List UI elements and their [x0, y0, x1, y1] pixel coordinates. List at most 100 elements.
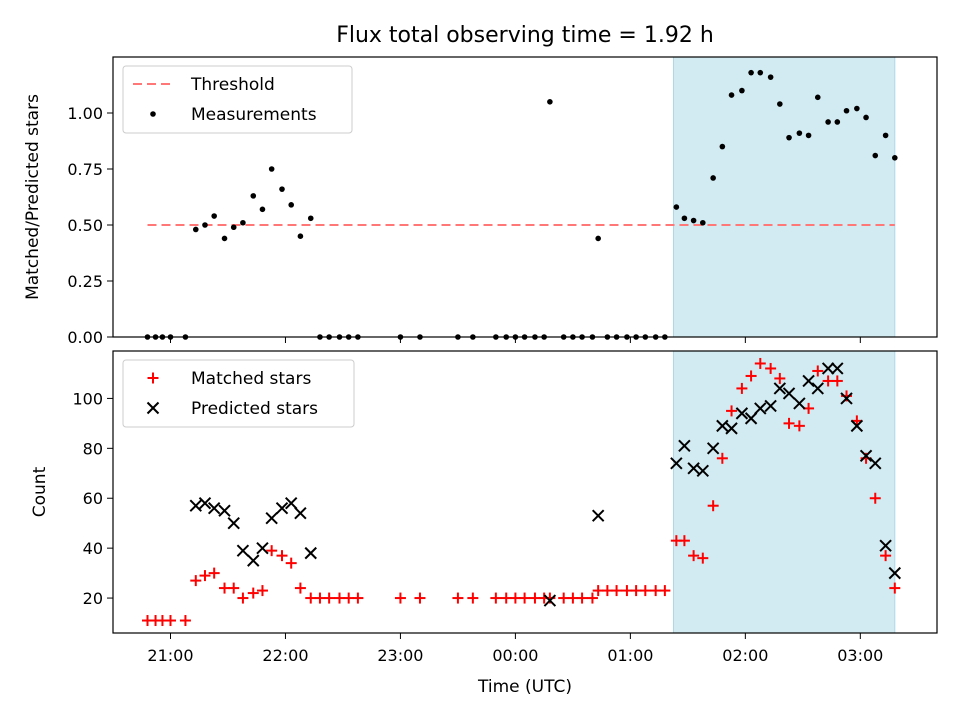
predicted-star-point-b: [543, 594, 557, 607]
measurement-point: [192, 226, 199, 233]
matched-star-point: [611, 585, 623, 597]
measurement-point: [673, 204, 680, 210]
predicted-star-point-b: [304, 546, 317, 560]
predicted-star-point: [802, 374, 815, 388]
y-tick-label: 60: [83, 489, 103, 508]
measurement-point: [211, 213, 217, 219]
measurement-point: [681, 215, 688, 222]
matched-star-point: [490, 592, 502, 604]
matched-star-point: [774, 372, 786, 384]
predicted-star-point: [840, 392, 853, 405]
predicted-star-point: [189, 499, 202, 512]
predicted-star-point: [811, 382, 824, 395]
matched-star-point: [678, 535, 690, 547]
predicted-star-point-b: [793, 397, 806, 410]
y-tick-label: 0.25: [67, 272, 103, 291]
matched-star-point: [567, 592, 579, 604]
axes-frame: [112, 350, 938, 634]
measurement-point: [814, 94, 821, 101]
predicted-star-point-b: [716, 419, 729, 433]
predicted-star-point-b: [764, 399, 777, 413]
predicted-star-point: [207, 502, 221, 515]
predicted-star-point-b: [754, 402, 767, 415]
predicted-star-point: [678, 439, 691, 453]
predicted-star-point: [831, 362, 844, 375]
matched-star-point: [219, 582, 231, 594]
predicted-star-point: [888, 566, 902, 580]
y-tick-label: 0.50: [67, 216, 103, 235]
measurement-point: [777, 101, 783, 107]
measurement-point: [882, 132, 889, 139]
bottom-panel: 20 40 60 80 100 21:00 22:00 23:00 00:00 01:00 02:0…: [30, 350, 938, 665]
predicted-star-point: [294, 507, 307, 520]
predicted-star-point: [764, 399, 777, 413]
measurement-point: [268, 166, 275, 172]
measurement-point: [250, 193, 257, 199]
matched-star-point: [592, 585, 604, 597]
matched-star-point: [736, 382, 748, 394]
predicted-star-point: [236, 544, 250, 557]
legend-matched-swatch: [147, 372, 159, 384]
legend-measurements-swatch: [150, 111, 156, 117]
matched-star-point: [247, 587, 259, 599]
legend: Threshold Measurements: [122, 65, 353, 134]
measurement-point: [728, 92, 735, 98]
y-tick-label: 100: [72, 389, 103, 408]
matched-star-point: [745, 370, 757, 382]
matched-star-point: [621, 585, 633, 597]
predicted-star-point: [670, 457, 683, 470]
predicted-star-point: [716, 419, 729, 433]
predicted-star-point-b: [744, 412, 758, 425]
measurement-point: [202, 222, 208, 228]
matched-star-point: [452, 592, 464, 604]
predicted-star-point-b: [207, 502, 221, 515]
matched-star-point: [164, 615, 176, 627]
predicted-star-point-b: [773, 382, 787, 395]
matched-star-point: [509, 592, 521, 604]
x-tick-label: 03:00: [837, 646, 883, 665]
matched-star-point: [352, 592, 364, 604]
matched-star-point: [266, 545, 278, 557]
legend-label: Predicted stars: [191, 399, 318, 419]
predicted-star-point: [879, 539, 892, 552]
predicted-star-point: [706, 442, 720, 455]
predicted-star-point-b: [782, 387, 796, 400]
legend-label: Measurements: [191, 105, 317, 125]
predicted-star-point-b: [275, 502, 289, 515]
legend: Matched stars Predicted stars: [122, 359, 355, 428]
predicted-star-point-b: [840, 392, 853, 405]
predicted-star-point-b: [687, 462, 700, 475]
predicted-star-point: [275, 502, 289, 515]
x-tick-label: 21:00: [147, 646, 193, 665]
matched-star-point: [500, 592, 512, 604]
y-axis-label: Matched/Predicted stars: [23, 94, 43, 300]
legend-predicted-swatch-b: [146, 401, 160, 415]
predicted-star-point: [735, 407, 749, 420]
matched-star-point: [793, 420, 805, 432]
x-tick-label: 22:00: [262, 646, 308, 665]
predicted-star-point-b: [236, 544, 250, 557]
predicted-star-point: [782, 387, 796, 400]
matched-star-point: [880, 550, 892, 562]
measurement-point: [719, 143, 726, 150]
observing-span: [672, 56, 896, 338]
matched-star-point: [630, 585, 642, 597]
legend-label: Matched stars: [191, 369, 311, 389]
matched-star-point: [869, 492, 881, 504]
measurement-point: [843, 107, 850, 114]
predicted-star-point-b: [706, 442, 720, 455]
matched-star-point: [576, 592, 588, 604]
predicted-star-point-b: [591, 509, 605, 522]
predicted-star-point-b: [198, 497, 212, 510]
predicted-star-point: [850, 419, 864, 433]
matched-star-point: [305, 592, 317, 604]
predicted-star-point: [198, 497, 212, 510]
measurement-point: [240, 219, 246, 226]
matched-star-point: [716, 452, 728, 464]
predicted-star-point: [793, 397, 806, 410]
matched-star-point: [688, 550, 700, 562]
predicted-star-point: [256, 541, 269, 555]
legend-box: [122, 65, 353, 134]
predicted-star-point: [247, 554, 260, 567]
predicted-star-point: [687, 462, 700, 475]
